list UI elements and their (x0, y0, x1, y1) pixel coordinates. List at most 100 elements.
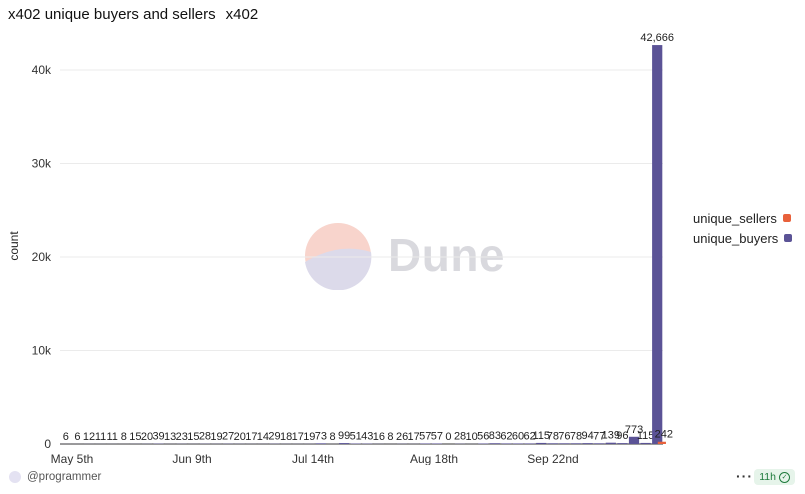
bar-buyers (478, 443, 489, 444)
bar-buyers (315, 443, 327, 444)
bar-data-label: 62 (524, 430, 536, 442)
bar-buyers (640, 442, 651, 444)
bar-data-label: 28 (454, 431, 466, 443)
bar-buyers (536, 442, 547, 444)
bar-data-label: 57 (431, 430, 443, 442)
bar-data-label: 8 (121, 431, 127, 443)
bar-sellers (657, 441, 666, 444)
bar-data-label: 77 (593, 430, 605, 442)
bar-data-label: 78 (547, 430, 559, 442)
y-tick-label: 20k (32, 250, 52, 264)
bar-data-label: 8 (387, 431, 393, 443)
bar-data-label: 16 (373, 431, 385, 443)
bar-buyers (547, 443, 558, 444)
legend-item-buyers[interactable]: unique_buyers (693, 228, 793, 248)
bar-data-label: 115 (637, 430, 655, 442)
bar-data-label: 17 (245, 431, 257, 443)
avatar[interactable] (9, 471, 21, 483)
chart-title: x402 unique buyers and sellers (8, 6, 216, 23)
bar-buyers (652, 45, 663, 444)
y-axis-title: count (7, 231, 21, 261)
bar-data-label: 139 (602, 430, 620, 442)
dune-watermark-text: Dune (388, 229, 505, 281)
bar-data-label: 94 (582, 430, 594, 442)
bar-data-label: 60 (512, 430, 524, 442)
bar-data-label: 15 (187, 431, 199, 443)
y-tick-label: 10k (32, 344, 52, 358)
bar-buyers (570, 443, 582, 444)
bar-data-label: 39 (152, 431, 164, 443)
bar-data-label: 115 (532, 430, 550, 442)
x-tick-label: Jul 14th (292, 452, 334, 465)
bar-data-label: 18 (280, 431, 292, 443)
bar-data-label: 17 (408, 431, 420, 443)
bar-data-label: 23 (176, 431, 188, 443)
legend-swatch-buyers (784, 234, 793, 242)
bar-data-label: 43 (361, 431, 373, 443)
bar-buyers (431, 443, 442, 444)
bar-buyers (512, 443, 524, 444)
bar-buyers (628, 436, 640, 444)
bar-data-label: 8 (329, 431, 335, 443)
bar-data-label: 73 (315, 430, 327, 442)
legend-swatch-sellers (782, 214, 791, 222)
legend-item-sellers[interactable]: unique_sellers (693, 208, 792, 228)
bar-buyers (559, 443, 570, 444)
seller-data-label: 242 (655, 429, 673, 441)
y-tick-label: 30k (32, 157, 52, 171)
x-tick-label: Sep 22nd (527, 452, 578, 465)
bar-data-label: 42,666 (640, 32, 674, 44)
chart-title-row: x402 unique buyers and sellers x402 (8, 6, 258, 23)
footer: @programmer ··· 11h ✓ (0, 465, 805, 489)
bar-buyers (617, 443, 628, 444)
bar-data-label: 6 (63, 431, 69, 443)
bar-buyers (501, 443, 512, 444)
bar-data-label: 99 (338, 430, 350, 442)
bar-buyers (524, 443, 535, 444)
bar-buyers (489, 443, 500, 444)
bar-buyers (339, 443, 350, 444)
bar-data-label: 28 (199, 431, 211, 443)
bar-data-label: 11 (95, 431, 106, 443)
bar-data-label: 29 (268, 431, 280, 443)
bar-data-label: 19 (210, 431, 222, 443)
bar-data-label: 773 (625, 424, 643, 436)
check-circle-icon: ✓ (779, 471, 790, 483)
x-tick-label: Aug 18th (410, 452, 458, 465)
bar-data-label: 13 (164, 431, 176, 443)
legend: unique_sellers unique_buyers (693, 208, 793, 248)
username[interactable]: @programmer (27, 471, 102, 483)
bar-data-label: 20 (141, 431, 153, 443)
y-tick-label: 0 (44, 437, 51, 451)
bar-data-label: 51 (350, 431, 362, 443)
bar-data-label: 20 (234, 431, 246, 443)
bar-data-label: 57 (419, 430, 431, 442)
legend-label-sellers: unique_sellers (693, 210, 777, 226)
bar-data-label: 76 (558, 430, 570, 442)
bar-buyers (582, 443, 593, 444)
bar-data-label: 14 (257, 431, 269, 443)
refresh-status-badge[interactable]: 11h ✓ (754, 469, 795, 485)
bar-data-label: 12 (83, 431, 95, 443)
chart-subtitle: x402 (225, 6, 259, 23)
bar-data-label: 10 (466, 431, 478, 443)
bar-data-label: 83 (489, 430, 501, 442)
bar-buyers (420, 443, 431, 444)
bar-data-label: 56 (477, 430, 489, 442)
bar-data-label: 19 (303, 431, 315, 443)
bar-buyers (594, 443, 605, 444)
bar-data-label: 62 (500, 430, 512, 442)
x-tick-label: May 5th (51, 452, 94, 465)
x-tick-label: Jun 9th (172, 452, 211, 465)
bar-data-label: 26 (396, 431, 408, 443)
y-tick-label: 40k (32, 63, 52, 77)
bar-data-label: 96 (616, 430, 628, 442)
bar-data-label: 17 (292, 431, 304, 443)
dune-logo-icon (305, 223, 372, 290)
bar-buyers (605, 442, 616, 444)
bar-data-label: 11 (106, 431, 117, 443)
legend-label-buyers: unique_buyers (693, 230, 779, 246)
refresh-age: 11h (759, 471, 776, 483)
more-options-button[interactable]: ··· (736, 468, 753, 484)
bar-data-label: 27 (222, 431, 234, 443)
